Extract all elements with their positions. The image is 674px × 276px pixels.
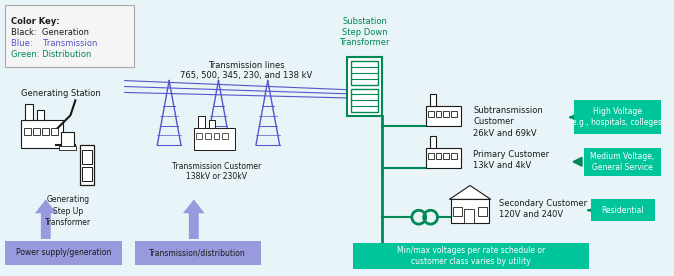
Bar — [443, 111, 450, 117]
Bar — [33, 128, 40, 135]
Polygon shape — [35, 199, 57, 239]
Text: Transmission lines
765, 500, 345, 230, and 138 kV: Transmission lines 765, 500, 345, 230, a… — [180, 61, 312, 80]
Bar — [82, 150, 92, 164]
Bar — [452, 153, 457, 159]
Text: Generating
Step Up
Transformer: Generating Step Up Transformer — [45, 195, 92, 227]
Text: Color Key:: Color Key: — [11, 17, 60, 26]
Bar — [426, 106, 461, 126]
Text: Blue:    Transmission: Blue: Transmission — [11, 39, 98, 48]
Bar — [42, 128, 49, 135]
Text: Black:  Generation: Black: Generation — [11, 28, 89, 37]
Text: Transmission Customer
138kV or 230kV: Transmission Customer 138kV or 230kV — [172, 162, 261, 181]
Bar — [59, 146, 76, 150]
Bar — [25, 104, 33, 120]
Bar — [429, 136, 435, 148]
Bar — [443, 153, 450, 159]
Bar — [214, 133, 220, 139]
Bar — [80, 145, 94, 185]
Bar — [574, 100, 661, 134]
Bar — [426, 148, 461, 168]
Bar — [21, 120, 63, 148]
Bar — [454, 207, 462, 216]
Bar — [197, 116, 205, 128]
Text: Power supply/generation: Power supply/generation — [16, 248, 111, 257]
Bar — [5, 5, 133, 67]
Text: Generating Station: Generating Station — [21, 89, 100, 97]
Bar — [24, 128, 31, 135]
Bar — [591, 199, 654, 221]
Text: Substation
Step Down
Transformer: Substation Step Down Transformer — [339, 17, 390, 47]
Text: High Voltage
e.g., hospitals, colleges: High Voltage e.g., hospitals, colleges — [572, 107, 662, 127]
Bar — [205, 133, 210, 139]
Bar — [222, 133, 228, 139]
Bar — [353, 243, 590, 269]
Bar — [427, 111, 433, 117]
Bar — [194, 128, 235, 150]
Bar — [350, 61, 378, 84]
Bar — [37, 110, 44, 120]
Text: Subtransmission
Customer
26kV and 69kV: Subtransmission Customer 26kV and 69kV — [473, 106, 543, 137]
Bar — [429, 94, 435, 106]
Bar — [346, 57, 382, 116]
Bar — [5, 241, 122, 265]
Bar — [82, 167, 92, 181]
Text: Transmission/distribution: Transmission/distribution — [150, 248, 246, 257]
Bar — [435, 153, 441, 159]
Bar — [452, 199, 489, 223]
Bar — [61, 132, 74, 148]
Text: Green: Distribution: Green: Distribution — [11, 50, 92, 59]
Bar — [435, 111, 441, 117]
Bar — [478, 207, 487, 216]
Bar — [51, 128, 58, 135]
Text: Primary Customer
13kV and 4kV: Primary Customer 13kV and 4kV — [473, 150, 549, 170]
Bar — [584, 148, 661, 176]
Polygon shape — [450, 185, 491, 199]
Text: Secondary Customer
120V and 240V: Secondary Customer 120V and 240V — [499, 199, 587, 219]
Bar — [427, 153, 433, 159]
Text: Min/max voltages per rate schedule or
customer class varies by utility: Min/max voltages per rate schedule or cu… — [397, 246, 545, 266]
Polygon shape — [183, 199, 205, 239]
Bar — [195, 133, 202, 139]
Text: Medium Voltage,
General Service: Medium Voltage, General Service — [590, 152, 654, 172]
Text: Residential: Residential — [602, 206, 644, 215]
Bar — [135, 241, 261, 265]
Bar — [208, 120, 214, 128]
Bar — [350, 89, 378, 112]
Bar — [452, 111, 457, 117]
Bar — [464, 209, 474, 223]
